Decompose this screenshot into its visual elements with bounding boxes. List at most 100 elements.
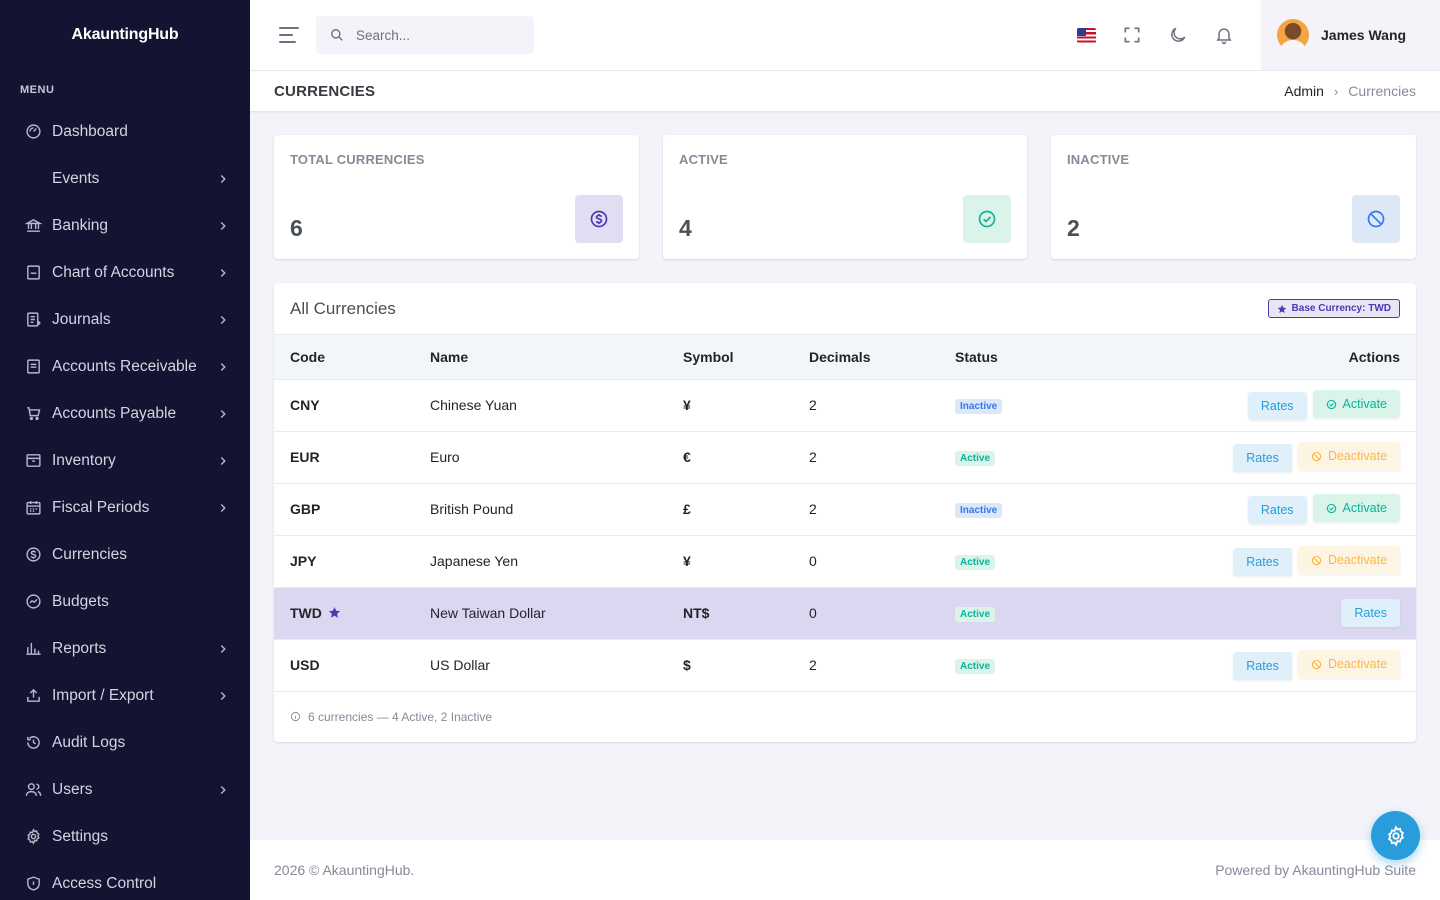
sidebar-item-banking[interactable]: Banking (0, 202, 250, 249)
status-badge: Active (955, 451, 996, 466)
rates-button[interactable]: Rates (1341, 599, 1400, 627)
menu-title: MENU (20, 84, 55, 96)
col-code[interactable]: Code (274, 335, 414, 380)
menu-toggle-button[interactable] (279, 27, 299, 43)
cell-symbol: $ (667, 639, 793, 692)
rates-button[interactable]: Rates (1233, 443, 1292, 472)
stat-value: 6 (290, 215, 303, 241)
sidebar-item-accounts-payable[interactable]: Accounts Payable (0, 390, 250, 437)
bar-chart-icon (24, 640, 42, 658)
rates-button[interactable]: Rates (1247, 391, 1307, 420)
cell-name: New Taiwan Dollar (414, 587, 667, 640)
breadcrumb-admin[interactable]: Admin (1284, 83, 1324, 99)
cell-code: GBP (274, 483, 414, 536)
sidebar-item-label: Access Control (52, 874, 157, 892)
dark-mode-button[interactable] (1155, 12, 1201, 58)
gear-icon (1387, 824, 1404, 847)
sidebar-item-dashboard[interactable]: Dashboard (0, 108, 250, 155)
sidebar-item-audit-logs[interactable]: Audit Logs (0, 719, 250, 766)
col-actions: Actions (1072, 335, 1416, 380)
cell-name: Euro (414, 431, 667, 484)
button-label: Rates (1246, 658, 1279, 673)
fullscreen-button[interactable] (1109, 12, 1155, 58)
sidebar-item-access-control[interactable]: Access Control (0, 860, 250, 900)
col-status[interactable]: Status (939, 335, 1073, 380)
sidebar-item-label: Banking (52, 216, 109, 234)
sidebar-item-fiscal-periods[interactable]: Fiscal Periods (0, 484, 250, 531)
avatar (1277, 19, 1309, 51)
col-symbol[interactable]: Symbol (667, 335, 793, 380)
col-decimals[interactable]: Decimals (793, 335, 939, 380)
inventory-icon (24, 452, 42, 470)
search-icon (331, 29, 343, 41)
ban-icon (1352, 195, 1400, 243)
currency-code: GBP (290, 501, 321, 517)
sidebar-item-chart-of-accounts[interactable]: Chart of Accounts (0, 249, 250, 296)
status-badge: Active (955, 607, 996, 622)
base-currency-label: Base Currency: TWD (1291, 303, 1391, 314)
dollar-circle-icon (575, 195, 623, 243)
sidebar-item-label: Inventory (52, 451, 116, 469)
activate-button[interactable]: Activate (1312, 390, 1400, 419)
button-label: Rates (1354, 606, 1387, 620)
cell-code: JPY (274, 535, 414, 588)
star-icon (328, 607, 340, 618)
deactivate-button[interactable]: Deactivate (1297, 442, 1400, 471)
rates-button[interactable]: Rates (1233, 651, 1292, 680)
brand-logo[interactable]: AkauntingHub (71, 26, 179, 43)
sidebar: AkauntingHub MENU Dashboard Events Banking… (0, 0, 250, 900)
chevron-right-icon (216, 266, 230, 280)
sidebar-item-inventory[interactable]: Inventory (0, 437, 250, 484)
rates-button[interactable]: Rates (1233, 547, 1292, 576)
sidebar-item-accounts-receivable[interactable]: Accounts Receivable (0, 343, 250, 390)
cell-symbol: € (667, 431, 793, 484)
search-input[interactable] (356, 27, 516, 43)
cell-actions: Rates Deactivate (1072, 535, 1416, 588)
col-name[interactable]: Name (414, 335, 667, 380)
activate-button[interactable]: Activate (1312, 494, 1400, 523)
cell-code: TWD (274, 587, 414, 640)
chevron-right-icon (216, 219, 230, 233)
button-label: Activate (1342, 501, 1387, 516)
cell-decimals: 0 (793, 535, 939, 588)
cell-status: Active (939, 431, 1073, 484)
chevron-right-icon (216, 172, 230, 186)
status-badge: Inactive (955, 399, 1003, 414)
user-name: James Wang (1321, 27, 1407, 43)
calendar-icon (24, 499, 42, 517)
fullscreen-icon (1124, 27, 1140, 43)
sidebar-item-import-export[interactable]: Import / Export (0, 672, 250, 719)
rates-button[interactable]: Rates (1247, 495, 1307, 524)
sidebar-item-users[interactable]: Users (0, 766, 250, 813)
info-icon (290, 711, 301, 722)
sidebar-item-events[interactable]: Events (0, 155, 250, 202)
status-badge: Inactive (955, 503, 1003, 518)
check-circle-icon (963, 195, 1011, 243)
ban-icon (1311, 451, 1322, 461)
breadcrumb: Admin › Currencies (1284, 83, 1416, 99)
table-row: USD US Dollar $2 Active Rates Deactivate (274, 639, 1416, 692)
language-button[interactable] (1063, 12, 1109, 58)
sidebar-item-label: Events (52, 169, 100, 187)
cell-actions: Rates Deactivate (1072, 431, 1416, 484)
cell-decimals: 2 (793, 483, 939, 536)
sidebar-item-currencies[interactable]: Currencies (0, 531, 250, 578)
page-title: CURRENCIES (274, 82, 376, 100)
sidebar-item-journals[interactable]: Journals (0, 296, 250, 343)
table-row: JPY Japanese Yen ¥0 Active Rates Deactivate (274, 535, 1416, 588)
page-title-bar: CURRENCIES Admin › Currencies (250, 71, 1440, 111)
search-box[interactable] (316, 16, 534, 54)
theme-settings-button[interactable] (1371, 811, 1420, 860)
user-menu[interactable]: James Wang (1261, 0, 1440, 70)
sidebar-item-reports[interactable]: Reports (0, 625, 250, 672)
shield-icon (24, 875, 42, 893)
cell-symbol: £ (667, 483, 793, 536)
deactivate-button[interactable]: Deactivate (1297, 650, 1400, 679)
sidebar-item-budgets[interactable]: Budgets (0, 578, 250, 625)
cell-status: Active (939, 587, 1073, 640)
cell-symbol: ¥ (667, 379, 793, 432)
table-row: TWD New Taiwan Dollar NT$ 0 Active Rates (274, 587, 1416, 640)
sidebar-item-settings[interactable]: Settings (0, 813, 250, 860)
deactivate-button[interactable]: Deactivate (1297, 546, 1400, 575)
notifications-button[interactable] (1201, 12, 1247, 58)
